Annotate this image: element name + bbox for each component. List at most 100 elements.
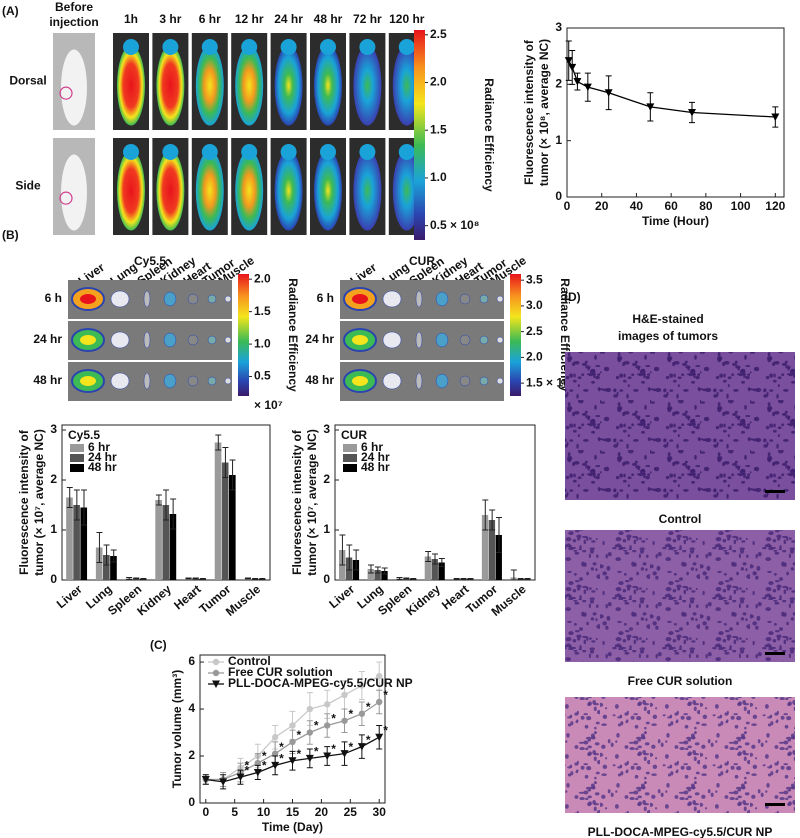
point xyxy=(201,776,210,784)
point xyxy=(212,669,220,677)
mouse-signal xyxy=(195,45,224,126)
panel-label: (A) xyxy=(2,4,19,18)
point xyxy=(357,743,366,751)
error-bar xyxy=(73,489,80,521)
x-tick-label: Muscle xyxy=(223,582,263,619)
point xyxy=(323,701,331,708)
organ-core xyxy=(80,376,96,386)
y-axis-label: tumor (× 10⁷, average NC) xyxy=(32,429,46,576)
y-tick-label: 0 xyxy=(50,572,57,586)
error-bar xyxy=(199,578,206,580)
bar xyxy=(214,442,222,580)
bar xyxy=(155,500,162,580)
colorbar xyxy=(238,274,249,396)
y-tick-label: 2 xyxy=(50,472,57,486)
error-bar xyxy=(163,489,169,521)
legend-label: PLL-DOCA-MPEG-cy5.5/CUR NP xyxy=(228,676,413,690)
time-label: 48 hr xyxy=(33,373,62,387)
error-bar xyxy=(66,487,73,508)
organ xyxy=(143,331,151,349)
colorbar-tick-label: 0.5 xyxy=(254,369,271,383)
time-label: 24 hr xyxy=(33,332,62,346)
error-bar xyxy=(245,577,252,580)
mouse-signal xyxy=(117,45,145,126)
y-axis-label: Fluorescence intensity of xyxy=(17,429,31,575)
point xyxy=(306,705,314,713)
organ xyxy=(187,293,199,305)
legend-swatch xyxy=(343,444,357,452)
organ-core xyxy=(352,376,368,386)
legend-label: 6 hr xyxy=(361,440,383,454)
point xyxy=(604,89,613,97)
point xyxy=(271,750,279,757)
mouse-signal xyxy=(274,45,303,126)
point xyxy=(771,113,780,122)
significance-marker: * xyxy=(262,759,267,773)
y-axis-label: Fluorescence intensity of xyxy=(290,429,304,575)
panel-title: images of tumors xyxy=(618,329,718,343)
view-label: Dorsal xyxy=(9,74,46,88)
point xyxy=(687,109,696,117)
significance-marker: * xyxy=(349,707,354,721)
x-tick-label: 0 xyxy=(202,805,209,819)
colorbar-tick-label: 3.0 xyxy=(526,298,543,312)
y-axis-label: tumor (× 10⁷, average NC) xyxy=(305,429,319,576)
organ xyxy=(110,372,130,390)
error-bar xyxy=(133,577,140,580)
mouse-signal xyxy=(195,150,224,231)
colorbar-exponent: × 10⁷ xyxy=(254,398,283,412)
mouse-signal xyxy=(392,150,421,231)
mouse-head xyxy=(241,39,258,55)
point xyxy=(289,722,296,729)
organ xyxy=(163,291,177,307)
mouse-signal xyxy=(353,45,382,126)
colorbar-tick-label: 0.5 × 10⁸ xyxy=(430,218,479,232)
error-bar xyxy=(80,489,87,526)
legend-swatch xyxy=(70,444,84,452)
mouse-head xyxy=(162,39,179,55)
colorbar-tick-label: 1.5 xyxy=(430,122,447,136)
y-axis-label: tumor (× 10⁸, average NC) xyxy=(537,39,551,186)
organ xyxy=(110,331,130,349)
error-bar xyxy=(252,578,259,580)
organ xyxy=(187,334,199,346)
organ-core xyxy=(352,335,368,345)
before-injection-label: injection xyxy=(49,15,98,29)
organ xyxy=(435,291,449,307)
bar xyxy=(381,571,388,580)
mouse-signal xyxy=(314,45,342,126)
x-axis-label: Time (Hour) xyxy=(642,214,709,228)
mouse-signal xyxy=(314,150,342,231)
he-image xyxy=(565,530,795,662)
error-bar xyxy=(489,509,496,531)
mouse-head xyxy=(320,39,336,55)
chart-label: Cy5.5 xyxy=(68,428,100,442)
mouse-head xyxy=(162,144,179,160)
error-bar xyxy=(368,564,374,574)
x-tick-label: 120 xyxy=(765,199,785,213)
error-bar xyxy=(155,494,162,506)
bar xyxy=(110,556,117,580)
organ-core xyxy=(80,335,96,345)
panel-label: (C) xyxy=(150,638,167,652)
point xyxy=(289,738,296,746)
organ xyxy=(479,335,489,345)
y-tick-label: 6 xyxy=(188,654,195,668)
y-tick-label: 2 xyxy=(555,77,562,91)
point xyxy=(271,734,279,741)
point xyxy=(376,698,383,706)
significance-marker: * xyxy=(366,700,371,714)
error-bar xyxy=(425,551,432,562)
point xyxy=(646,103,655,111)
organ xyxy=(435,332,449,348)
point xyxy=(573,78,582,86)
point xyxy=(583,83,592,92)
legend-label: 24 hr xyxy=(88,450,117,464)
he-caption: Control xyxy=(659,512,702,526)
organ xyxy=(224,295,232,303)
point xyxy=(254,759,262,767)
organ xyxy=(459,293,471,305)
y-tick-label: 2 xyxy=(323,472,330,486)
he-caption: Free CUR solution xyxy=(628,674,733,688)
